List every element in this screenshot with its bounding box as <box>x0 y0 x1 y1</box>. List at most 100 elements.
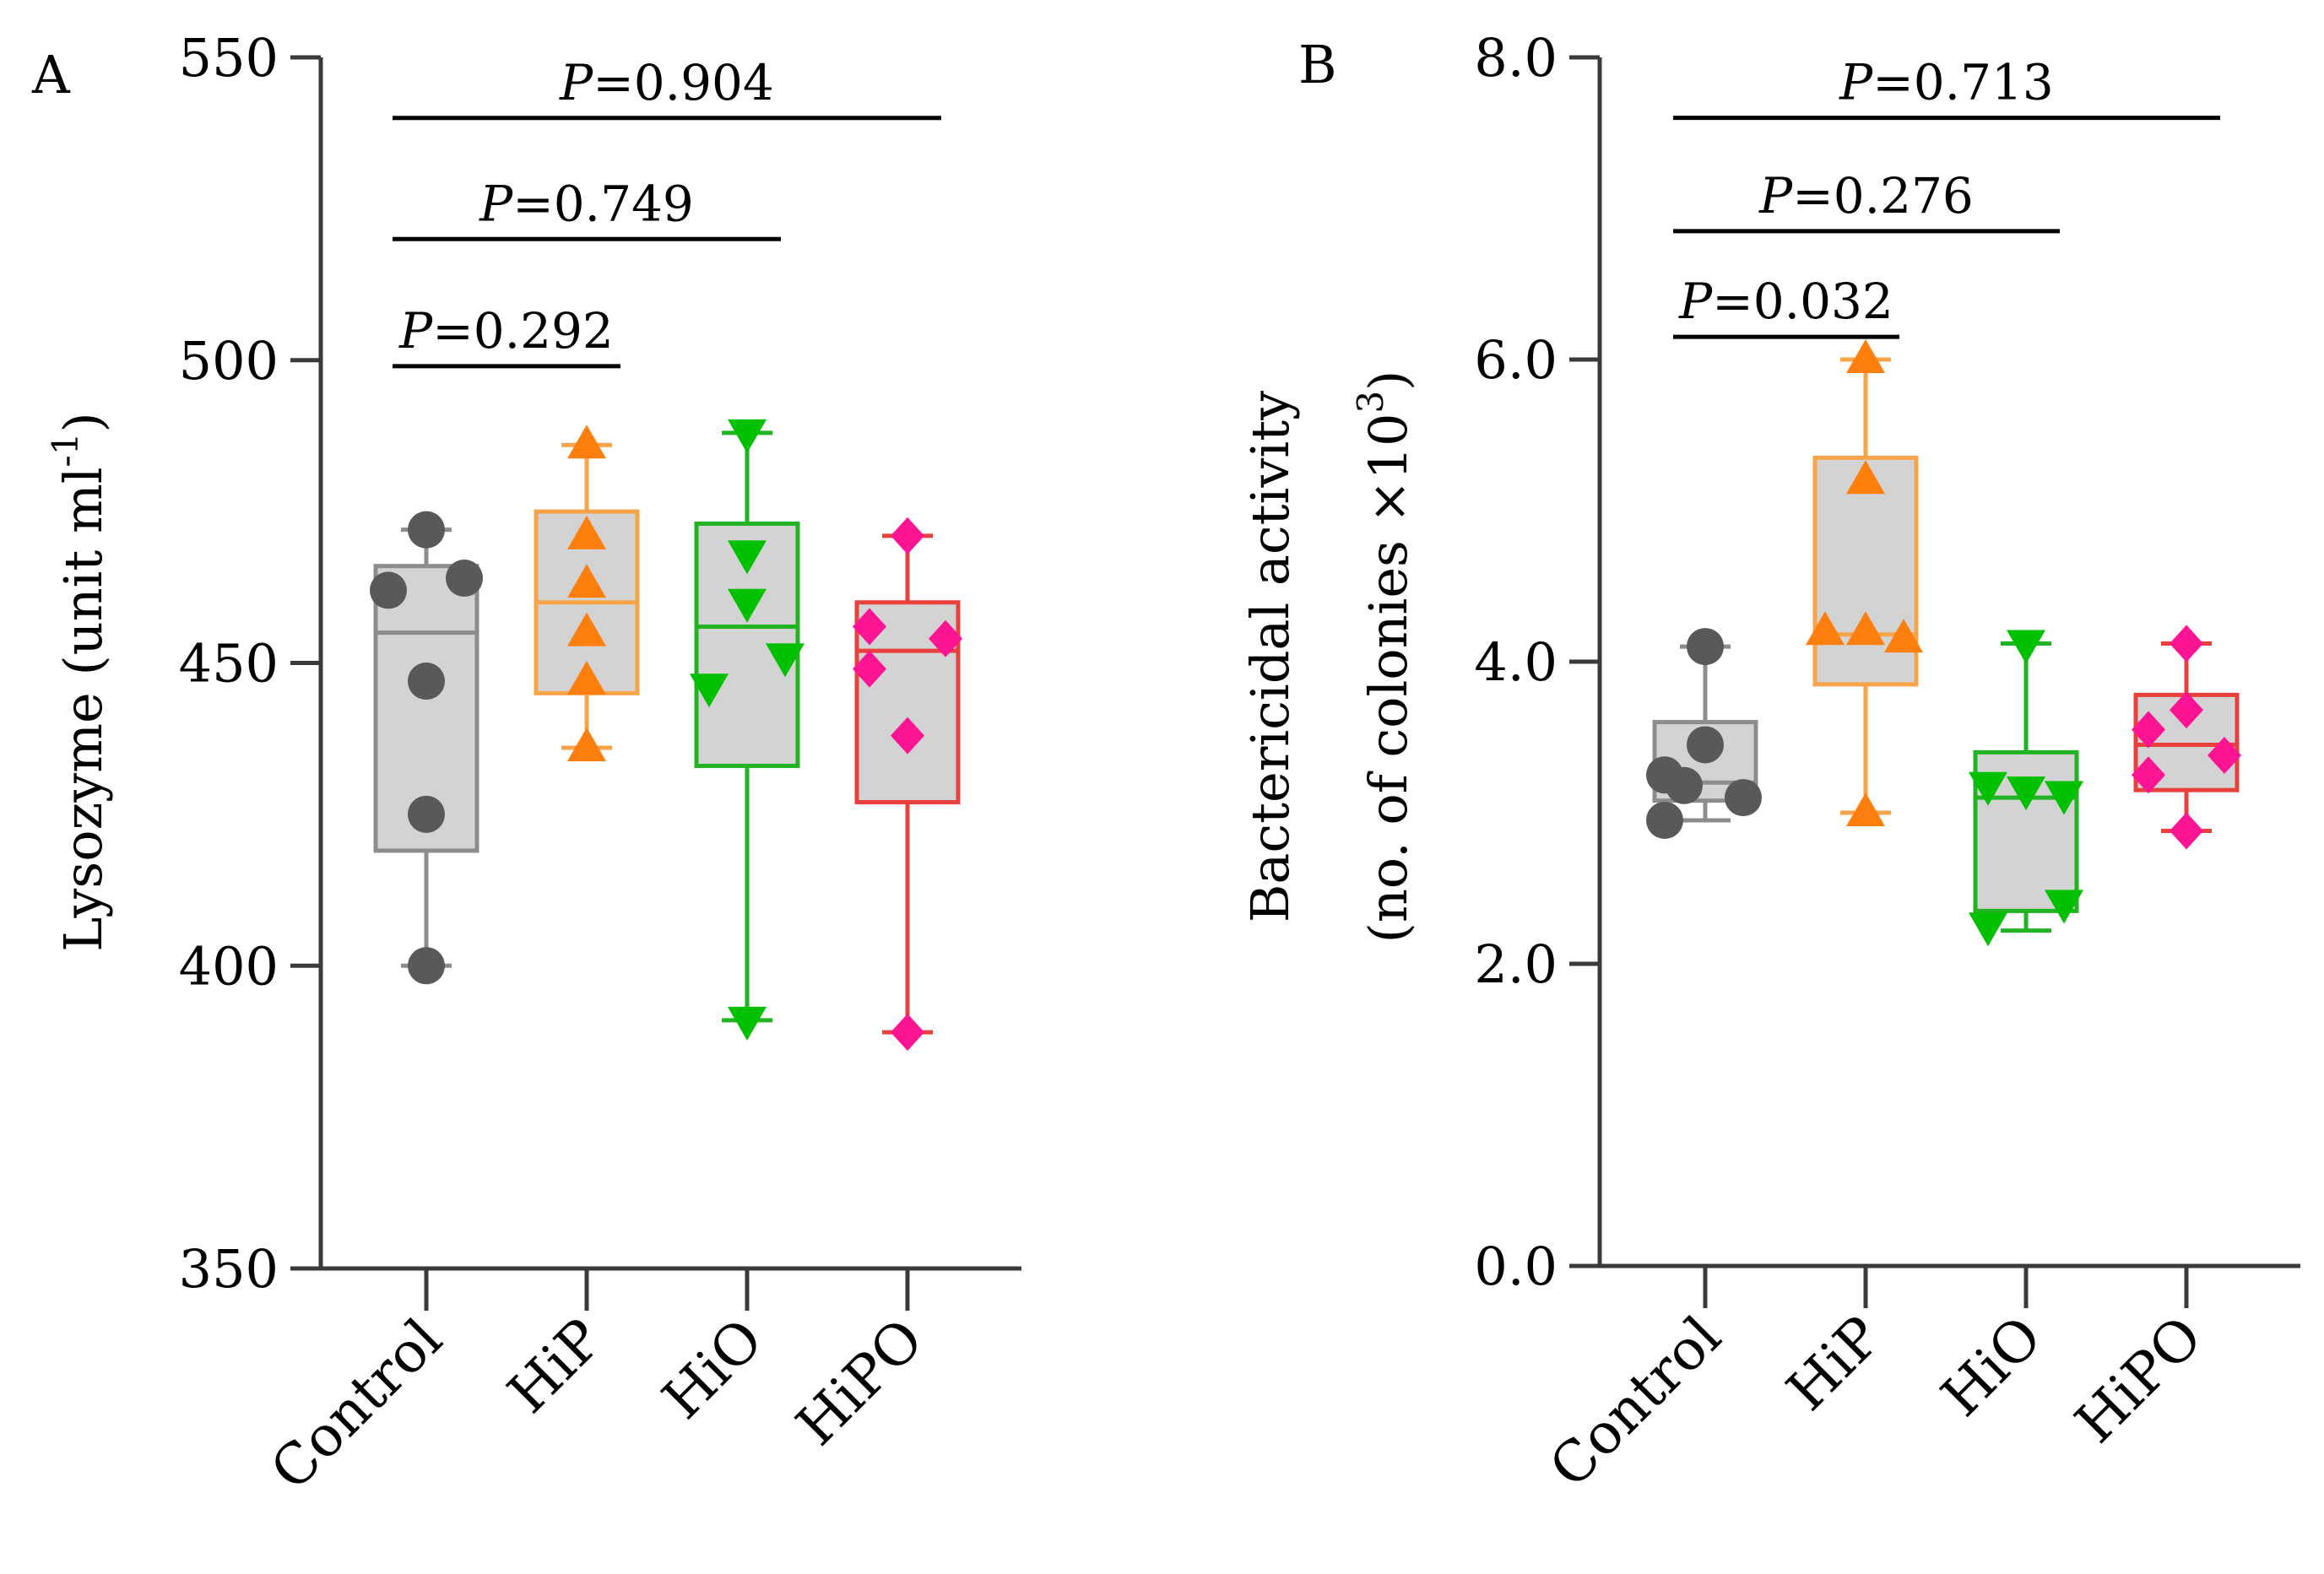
point-hipo <box>2132 756 2165 794</box>
p-symbol: P <box>1758 167 1793 224</box>
panel-a: A Lysozyme (unit ml-1) 350 400 450 500 550 Co… <box>31 27 1021 1502</box>
point-hip <box>567 727 606 761</box>
x-tick-label-control: Control <box>1537 1304 1733 1500</box>
panel-a-boxes <box>373 430 961 1035</box>
y-tick-label: 4.0 <box>1474 631 1557 693</box>
comparison-label: P=0.276 <box>1758 167 1974 224</box>
y-tick-label: 6.0 <box>1474 329 1557 391</box>
point-hip <box>567 515 606 549</box>
point-hio <box>2007 776 2045 811</box>
point-control <box>1646 801 1683 839</box>
comparison-label: P=0.032 <box>1678 273 1893 330</box>
box-hio <box>694 430 800 1023</box>
p-symbol: P <box>559 54 593 111</box>
y-tick-label: 400 <box>179 935 279 997</box>
point-control <box>408 663 445 700</box>
point-hio <box>2045 781 2083 815</box>
panel-b-points <box>1646 339 2241 947</box>
point-hip <box>567 661 606 695</box>
y-tick-label: 8.0 <box>1474 27 1557 89</box>
point-hio <box>728 540 767 575</box>
comparison-label: P=0.713 <box>1839 54 2054 111</box>
point-control <box>408 795 445 833</box>
point-control <box>408 947 445 985</box>
point-hipo <box>2132 711 2165 749</box>
y-tick-label: 450 <box>179 633 279 695</box>
point-hip <box>1846 339 1885 373</box>
p-symbol: P <box>1839 54 1873 111</box>
comparison-label: P=0.904 <box>559 54 774 111</box>
point-control <box>446 560 483 598</box>
box-hipo <box>854 533 961 1035</box>
point-control <box>1687 726 1724 764</box>
p-symbol: P <box>1678 273 1713 330</box>
point-hio <box>2007 630 2045 664</box>
x-tick-label-control: Control <box>258 1306 454 1502</box>
x-tick-label-hipo: HiPO <box>2063 1304 2215 1456</box>
x-tick-label-hip: HiP <box>1774 1304 1893 1423</box>
p-symbol: P <box>398 302 433 360</box>
panel-b-ylabel-line2: (no. of colonies ×103) <box>1350 371 1419 944</box>
box-hip <box>1812 357 1919 815</box>
panel-b-boxes <box>1652 357 2240 933</box>
y-tick-label: 0.0 <box>1474 1236 1557 1297</box>
box-rect <box>1812 455 1919 687</box>
x-tick-label-hip: HiP <box>496 1306 615 1425</box>
point-hip <box>1806 611 1845 646</box>
point-hip <box>1884 619 1923 653</box>
point-hip <box>567 612 606 646</box>
point-hip <box>1846 460 1885 495</box>
x-tick-label-hipo: HiPO <box>784 1306 936 1458</box>
point-hip <box>1846 792 1885 826</box>
point-hipo <box>853 650 886 688</box>
panel-b-ylabel-line1: Bactericidal activity <box>1239 391 1301 922</box>
comparison-label: P=0.292 <box>398 302 614 360</box>
point-hip <box>1846 611 1885 646</box>
x-tick-label-hio: HiO <box>650 1306 775 1431</box>
point-hio <box>1969 771 2007 806</box>
point-hipo <box>2208 736 2241 774</box>
point-hipo <box>891 517 924 554</box>
point-control <box>1687 628 1724 666</box>
panel-a-label: A <box>31 44 71 105</box>
p-value: =0.292 <box>432 302 614 360</box>
point-hipo <box>929 619 962 657</box>
point-hio <box>690 673 729 708</box>
point-hio <box>728 588 767 623</box>
comparison-label: P=0.749 <box>479 175 694 232</box>
point-control <box>1725 779 1762 817</box>
p-symbol: P <box>479 175 513 232</box>
p-value: =0.276 <box>1792 167 1974 224</box>
y-tick-label: 500 <box>179 330 279 392</box>
point-hipo <box>2170 812 2203 850</box>
panel-b-label: B <box>1298 34 1337 95</box>
point-hipo <box>2170 691 2203 729</box>
panel-a-ylabel: Lysozyme (unit ml-1) <box>45 412 114 951</box>
point-hio <box>766 643 804 678</box>
y-tick-label: 350 <box>179 1238 279 1300</box>
point-hio <box>2045 890 2083 924</box>
y-tick-label: 2.0 <box>1474 933 1557 995</box>
p-value: =0.713 <box>1872 54 2054 111</box>
p-value: =0.749 <box>512 175 694 232</box>
point-control <box>1666 766 1703 804</box>
point-hipo <box>2170 625 2203 663</box>
point-hipo <box>891 1014 924 1052</box>
point-control <box>370 571 407 609</box>
point-hip <box>567 564 606 598</box>
point-control <box>408 511 445 549</box>
panel-a-points <box>370 419 962 1052</box>
point-hip <box>567 425 606 459</box>
point-hipo <box>853 608 886 646</box>
x-tick-label-hio: HiO <box>1929 1304 2054 1429</box>
p-value: =0.032 <box>1712 273 1893 330</box>
point-hio <box>728 419 767 453</box>
panel-b: B Bactericidal activity (no. of colonies… <box>1239 27 2300 1500</box>
y-tick-label: 550 <box>179 27 279 89</box>
point-hipo <box>891 717 924 755</box>
point-hio <box>728 1006 767 1041</box>
p-value: =0.904 <box>593 54 774 111</box>
